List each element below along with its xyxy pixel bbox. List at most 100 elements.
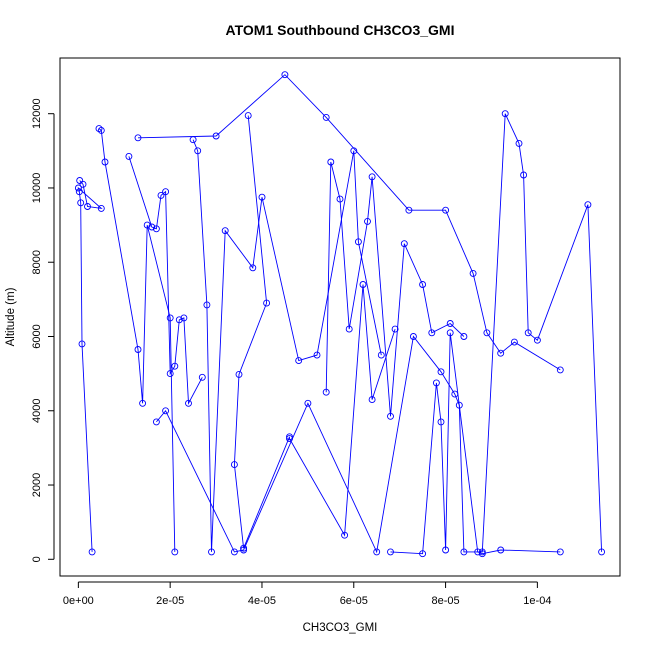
data-point [354, 238, 362, 246]
data-point [212, 132, 220, 140]
data-point [345, 325, 353, 333]
data-point [451, 390, 459, 398]
data-point [387, 412, 394, 420]
y-tick-label: 10000 [31, 173, 43, 204]
data-point [520, 171, 528, 179]
data-point [203, 301, 211, 309]
data-point [286, 435, 293, 443]
data-point [97, 126, 105, 134]
data-point [75, 188, 83, 196]
data-point [437, 418, 445, 426]
data-point [134, 346, 142, 353]
data-point [88, 548, 96, 556]
data-point [152, 225, 160, 233]
data-point [460, 548, 468, 556]
data-point [263, 299, 271, 307]
data-point [249, 264, 257, 272]
data-point [162, 407, 170, 415]
data-point [198, 373, 206, 381]
data-point [405, 206, 413, 214]
data-point [95, 125, 103, 133]
series-line-7 [325, 161, 465, 417]
data-point [373, 548, 381, 556]
data-point [469, 269, 477, 277]
data-point [368, 396, 376, 404]
data-point [74, 184, 82, 192]
data-point [244, 112, 252, 120]
data-point [208, 548, 215, 556]
series-line-4 [233, 115, 396, 549]
data-point [341, 531, 349, 539]
data-point [79, 180, 87, 188]
series-line-9 [390, 332, 561, 555]
series-lines [77, 74, 603, 555]
data-point [584, 201, 592, 209]
series-line-1 [77, 180, 103, 552]
data-point [258, 193, 266, 201]
x-axis-label: CH3CO3_GMI [303, 622, 378, 634]
data-point [501, 110, 509, 118]
data-point [455, 401, 463, 409]
data-point [474, 548, 482, 556]
data-point [286, 433, 293, 441]
data-point [497, 349, 505, 357]
data-point [235, 370, 243, 378]
data-point [419, 281, 427, 288]
data-point [221, 227, 229, 235]
x-tick-label: 6e-05 [340, 595, 368, 607]
data-point [387, 548, 394, 556]
data-point [364, 217, 371, 225]
data-point [143, 221, 151, 229]
data-point [556, 548, 564, 556]
chart-title: ATOM1 Southbound CH3CO3_GMI [226, 22, 455, 38]
data-point [185, 399, 192, 407]
series-line-3 [137, 74, 561, 371]
data-point [359, 281, 367, 288]
data-point [134, 134, 142, 142]
data-point [419, 550, 427, 558]
data-point [139, 399, 147, 407]
y-tick-label: 12000 [31, 98, 43, 129]
x-axis: 0e+00 2e-05 4e-05 6e-05 8e-05 1e-04 [63, 581, 551, 607]
data-point [391, 325, 399, 333]
y-tick-label: 6000 [31, 324, 43, 348]
data-point [432, 379, 440, 387]
data-point [336, 195, 344, 203]
data-point [240, 544, 248, 552]
y-tick-label: 4000 [31, 399, 43, 423]
data-point [166, 370, 174, 378]
data-point [189, 136, 197, 144]
data-point [180, 314, 188, 322]
data-point [281, 71, 289, 79]
data-point [171, 548, 179, 556]
data-point [327, 158, 335, 166]
y-axis: 0 2000 4000 6000 8000 10000 12000 [31, 98, 55, 562]
data-point [409, 333, 417, 340]
x-tick-label: 8e-05 [432, 595, 460, 607]
data-point [510, 338, 518, 346]
data-point [446, 329, 454, 337]
series-line-6 [128, 156, 203, 405]
data-point [194, 147, 202, 155]
data-point [171, 362, 179, 370]
data-point [524, 329, 532, 337]
y-tick-label: 0 [31, 556, 43, 562]
data-point [377, 351, 385, 359]
data-point [313, 351, 321, 359]
x-tick-label: 0e+00 [63, 595, 94, 607]
data-point [478, 548, 486, 556]
data-point [322, 388, 330, 396]
data-point [442, 546, 450, 554]
series-points [74, 71, 606, 558]
x-tick-label: 2e-05 [156, 595, 184, 607]
data-point [428, 329, 436, 337]
data-point [533, 336, 541, 344]
data-point [350, 147, 358, 155]
data-point [400, 240, 408, 248]
series-line-2 [98, 128, 176, 552]
data-point [157, 191, 165, 199]
series-line-8 [156, 113, 603, 554]
data-point [101, 158, 109, 166]
x-tick-label: 4e-05 [248, 595, 276, 607]
